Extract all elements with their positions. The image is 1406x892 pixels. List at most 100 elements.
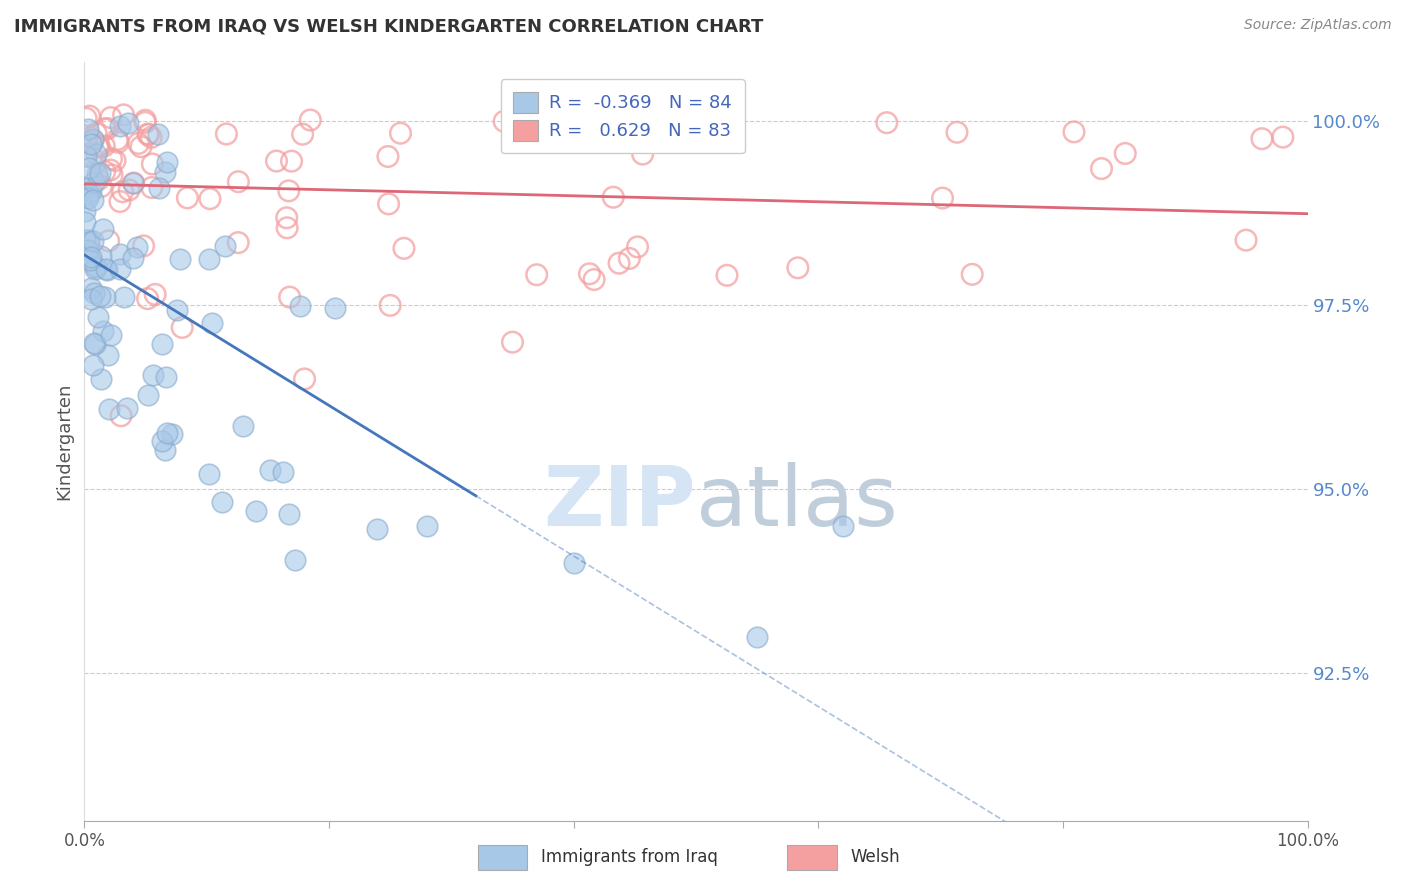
Point — [291, 127, 314, 141]
Point — [602, 190, 624, 204]
Point — [166, 303, 188, 318]
Point — [79, 109, 101, 123]
Point — [127, 240, 149, 254]
Point — [197, 467, 219, 481]
Point — [76, 135, 98, 149]
Point — [277, 184, 299, 198]
Point — [86, 140, 108, 154]
Point — [82, 234, 104, 248]
Point — [141, 180, 163, 194]
Point — [100, 163, 122, 178]
Point — [80, 293, 103, 307]
Point — [232, 419, 254, 434]
Point — [562, 556, 585, 570]
Point — [100, 152, 122, 166]
Point — [141, 157, 163, 171]
Point — [1114, 146, 1136, 161]
Point — [392, 241, 415, 255]
Point — [91, 324, 114, 338]
Point — [83, 175, 105, 189]
Point — [583, 272, 606, 286]
Point — [876, 116, 898, 130]
Point — [82, 358, 104, 372]
Point — [93, 139, 115, 153]
Point — [150, 337, 173, 351]
Point — [75, 233, 97, 247]
Point — [132, 239, 155, 253]
Point — [110, 262, 132, 277]
Point — [77, 191, 100, 205]
Point — [526, 268, 548, 282]
Point — [84, 126, 107, 140]
Point — [150, 434, 173, 449]
Point — [136, 127, 159, 141]
Point — [141, 130, 163, 145]
Point — [607, 256, 630, 270]
Point — [1090, 161, 1112, 176]
Point — [134, 115, 156, 129]
Point — [107, 132, 129, 146]
Point — [266, 154, 288, 169]
Point — [631, 147, 654, 161]
Point — [278, 290, 301, 304]
Point — [136, 388, 159, 402]
Point — [93, 290, 115, 304]
Point — [366, 522, 388, 536]
Point — [134, 113, 156, 128]
Point — [117, 116, 139, 130]
Point — [80, 136, 103, 151]
Text: Immigrants from Iraq: Immigrants from Iraq — [541, 848, 718, 866]
Point — [97, 121, 120, 136]
Point — [129, 139, 152, 153]
Point — [82, 134, 104, 148]
Point — [90, 371, 112, 385]
Point — [87, 310, 110, 324]
Point — [494, 114, 516, 128]
Text: atlas: atlas — [696, 462, 897, 542]
Point — [276, 211, 298, 225]
Point — [73, 215, 96, 229]
Point — [146, 127, 169, 141]
Point — [502, 335, 524, 350]
Point — [1251, 132, 1274, 146]
Point — [84, 260, 107, 274]
Point — [280, 154, 302, 169]
Point — [211, 495, 233, 509]
Point — [122, 251, 145, 265]
Point — [93, 121, 115, 136]
Point — [160, 426, 183, 441]
Point — [93, 164, 115, 178]
Point — [83, 335, 105, 350]
Point — [377, 149, 399, 163]
Point — [201, 316, 224, 330]
Point — [290, 299, 312, 313]
Y-axis label: Kindergarten: Kindergarten — [55, 383, 73, 500]
Point — [104, 153, 127, 168]
Point — [138, 128, 160, 142]
Point — [90, 249, 112, 263]
Point — [83, 259, 105, 273]
Text: Source: ZipAtlas.com: Source: ZipAtlas.com — [1244, 18, 1392, 32]
Point — [97, 234, 120, 248]
Point — [112, 290, 135, 304]
Point — [226, 235, 249, 250]
Text: ZIP: ZIP — [544, 462, 696, 542]
Point — [276, 220, 298, 235]
Point — [83, 262, 105, 277]
Point — [108, 247, 131, 261]
Point — [578, 267, 600, 281]
Point — [153, 165, 176, 179]
Point — [108, 194, 131, 209]
Point — [79, 187, 101, 202]
Point — [77, 161, 100, 175]
Point — [294, 372, 316, 386]
Point — [380, 298, 402, 312]
Point — [101, 168, 124, 182]
Point — [377, 197, 399, 211]
Point — [122, 176, 145, 190]
Point — [122, 176, 145, 190]
Point — [153, 443, 176, 458]
Point — [747, 630, 769, 644]
Point — [278, 508, 301, 522]
Point — [84, 147, 107, 161]
